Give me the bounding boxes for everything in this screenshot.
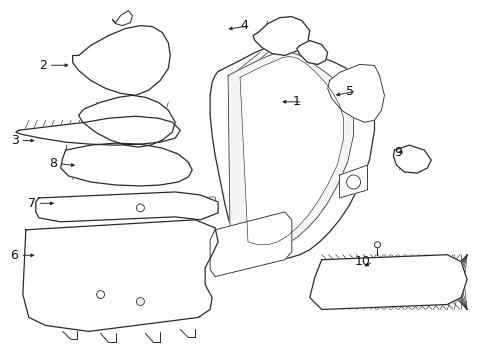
Circle shape <box>374 242 380 248</box>
Text: 2: 2 <box>39 59 47 72</box>
Circle shape <box>136 298 145 306</box>
Polygon shape <box>16 116 180 145</box>
Text: 5: 5 <box>346 85 354 98</box>
Polygon shape <box>340 165 368 198</box>
Text: 7: 7 <box>27 197 36 210</box>
Text: 6: 6 <box>11 249 19 262</box>
Polygon shape <box>240 57 343 245</box>
Text: 9: 9 <box>394 145 402 158</box>
Text: 1: 1 <box>293 95 300 108</box>
Polygon shape <box>78 95 175 147</box>
Polygon shape <box>113 11 132 26</box>
Text: 8: 8 <box>49 157 57 170</box>
Polygon shape <box>228 53 354 253</box>
Polygon shape <box>210 45 374 260</box>
Polygon shape <box>210 212 292 276</box>
Text: 10: 10 <box>355 255 371 268</box>
Polygon shape <box>393 145 431 173</box>
Text: 3: 3 <box>11 134 19 147</box>
Polygon shape <box>36 192 218 222</box>
Polygon shape <box>310 255 467 310</box>
Polygon shape <box>61 143 192 186</box>
Polygon shape <box>23 220 218 332</box>
Polygon shape <box>73 26 171 95</box>
Polygon shape <box>297 41 328 64</box>
Circle shape <box>346 175 361 189</box>
Polygon shape <box>328 64 385 122</box>
Polygon shape <box>253 17 310 55</box>
Circle shape <box>97 291 104 298</box>
Circle shape <box>136 204 145 212</box>
Text: 4: 4 <box>240 19 248 32</box>
